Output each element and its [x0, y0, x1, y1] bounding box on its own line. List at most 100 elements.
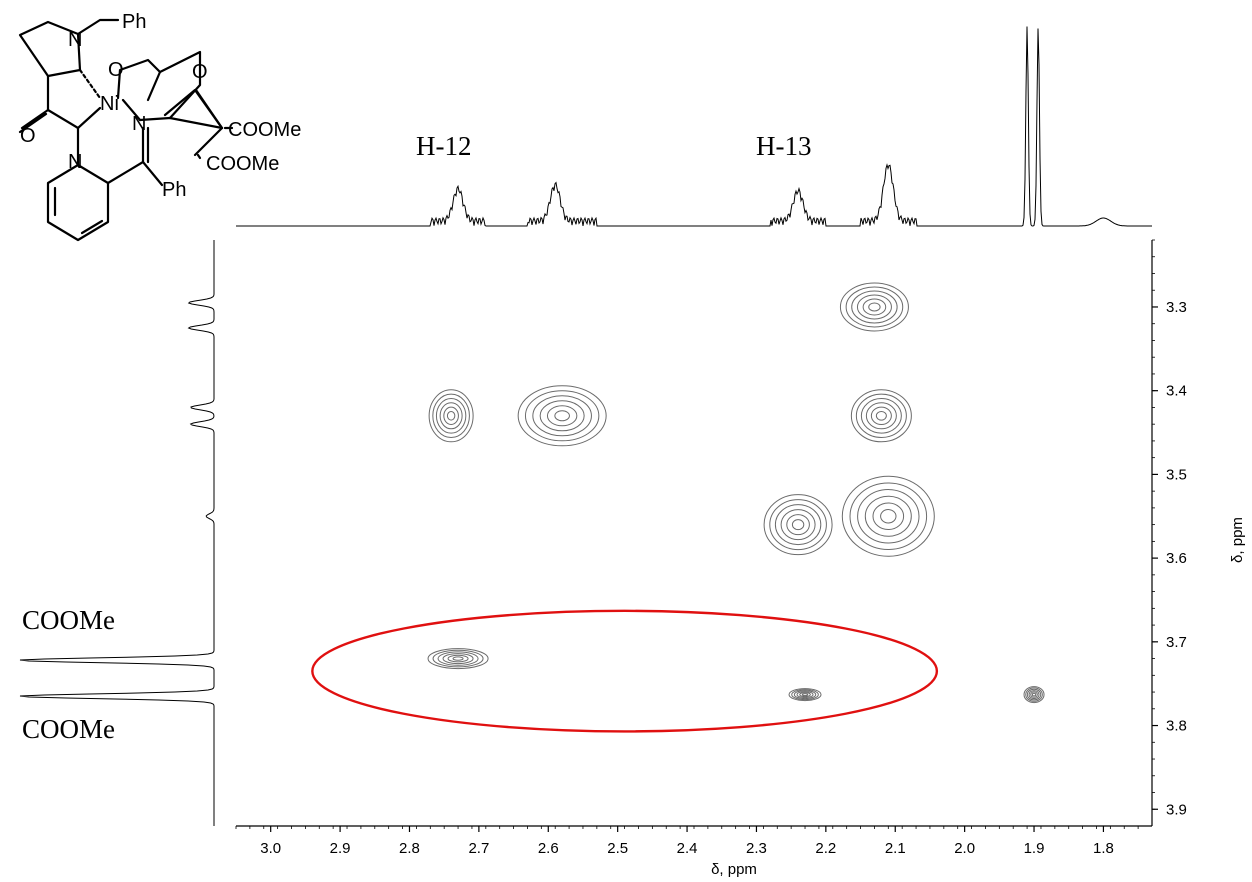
- peak-label: H-13: [756, 131, 812, 161]
- cross-peak: [839, 282, 909, 332]
- cross-peak: [841, 475, 935, 557]
- molecule-atom-label: O: [20, 125, 36, 147]
- contour-ring: [870, 406, 892, 425]
- contour-ring: [880, 509, 897, 524]
- contour-ring: [855, 393, 907, 438]
- molecule-atom-label: Ni: [100, 93, 119, 115]
- contour-ring: [427, 648, 489, 670]
- contour-ring: [539, 400, 585, 432]
- molecule-atom-label: Ph: [122, 11, 146, 33]
- top-projection: [236, 26, 1152, 227]
- x-tick-label: 1.9: [1024, 840, 1045, 857]
- y-tick-label: 3.5: [1166, 466, 1187, 483]
- contour-ring: [850, 389, 912, 443]
- contour-ring: [554, 410, 570, 422]
- contour-ring: [791, 519, 805, 531]
- highlight-ellipse: [311, 609, 939, 733]
- cross-peak: [1023, 686, 1045, 704]
- contour-ring: [763, 494, 833, 556]
- annotations: H-12 H-13 COOMe COOMe: [22, 131, 939, 744]
- molecule-atom-label: Ph: [162, 179, 186, 201]
- x-tick-label: 2.4: [677, 840, 698, 857]
- y-tick-label: 3.6: [1166, 550, 1187, 567]
- cross-peak: [850, 389, 912, 443]
- molecule-atom-label: COOMe: [206, 153, 279, 175]
- contour-ring: [524, 390, 600, 442]
- contour-ring: [786, 514, 810, 536]
- contour-ring: [865, 402, 897, 430]
- contour-ring: [872, 502, 905, 531]
- x-tick-label: 2.0: [954, 840, 975, 857]
- contour-ring: [875, 411, 887, 421]
- contour-ring: [1031, 692, 1037, 697]
- contour-ring: [432, 393, 470, 438]
- cross-peak: [788, 688, 822, 702]
- contour-ring: [428, 389, 474, 443]
- molecule-atom-label: N: [68, 151, 82, 173]
- contour-ring: [851, 290, 898, 324]
- contour-ring: [841, 475, 935, 557]
- contour-ring: [780, 509, 816, 541]
- peak-label: H-12: [416, 131, 472, 161]
- contour-ring: [791, 689, 819, 701]
- contour-ring: [769, 499, 827, 551]
- x-tick-label: 2.9: [330, 840, 351, 857]
- contour-ring: [439, 402, 463, 430]
- contour-ring: [857, 489, 920, 544]
- molecule-atom-label: COOMe: [228, 119, 301, 141]
- contour-ring: [452, 656, 464, 661]
- x-tick-label: 2.7: [468, 840, 489, 857]
- contour-ring: [1023, 686, 1045, 704]
- side-label: COOMe: [22, 605, 115, 635]
- contour-ring: [845, 286, 904, 328]
- x-tick-label: 1.8: [1093, 840, 1114, 857]
- cross-peaks: [427, 282, 1045, 704]
- contour-ring: [839, 282, 909, 332]
- cross-peak: [427, 648, 489, 670]
- contour-ring: [849, 482, 928, 551]
- cross-peak: [517, 385, 607, 447]
- x-tick-label: 2.5: [607, 840, 628, 857]
- molecule-atom-label: O: [192, 61, 208, 83]
- y-tick-label: 3.8: [1166, 718, 1187, 735]
- molecule-atom-label: N: [68, 29, 82, 51]
- top-projection-trace: [236, 26, 1152, 227]
- y-axis-label: δ, ppm: [1229, 517, 1246, 563]
- contour-ring: [1026, 688, 1042, 701]
- x-tick-label: 2.6: [538, 840, 559, 857]
- contour-ring: [864, 495, 912, 537]
- contour-ring: [517, 385, 607, 447]
- x-tick-label: 2.1: [885, 840, 906, 857]
- y-tick-label: 3.7: [1166, 634, 1187, 651]
- contour-ring: [435, 398, 467, 434]
- contour-ring: [860, 398, 902, 434]
- x-tick-label: 2.8: [399, 840, 420, 857]
- x-tick-label: 2.3: [746, 840, 767, 857]
- x-tick-label: 2.2: [815, 840, 836, 857]
- left-projection-trace: [19, 240, 215, 826]
- contour-ring: [447, 654, 469, 663]
- y-tick-label: 3.4: [1166, 383, 1187, 400]
- contour-ring: [799, 692, 811, 698]
- contour-ring: [793, 690, 817, 700]
- x-axis-label: δ, ppm: [711, 861, 757, 878]
- contour-ring: [774, 504, 822, 546]
- contour-ring: [788, 688, 822, 702]
- y-tick-label: 3.3: [1166, 299, 1187, 316]
- molecule-atom-label: N: [132, 113, 146, 135]
- contour-ring: [856, 294, 892, 320]
- contour-ring: [437, 651, 479, 666]
- contour-ring: [546, 405, 578, 427]
- left-projection: [19, 240, 215, 826]
- contour-ring: [443, 406, 459, 425]
- contour-ring: [1025, 687, 1043, 702]
- contour-ring: [432, 649, 484, 668]
- contour-ring: [446, 411, 456, 421]
- x-tick-label: 3.0: [260, 840, 281, 857]
- contour-ring: [868, 302, 881, 312]
- contour-ring: [1030, 691, 1038, 698]
- contour-ring: [532, 395, 592, 437]
- molecule-structure: [18, 18, 234, 242]
- contour-ring: [1028, 690, 1040, 700]
